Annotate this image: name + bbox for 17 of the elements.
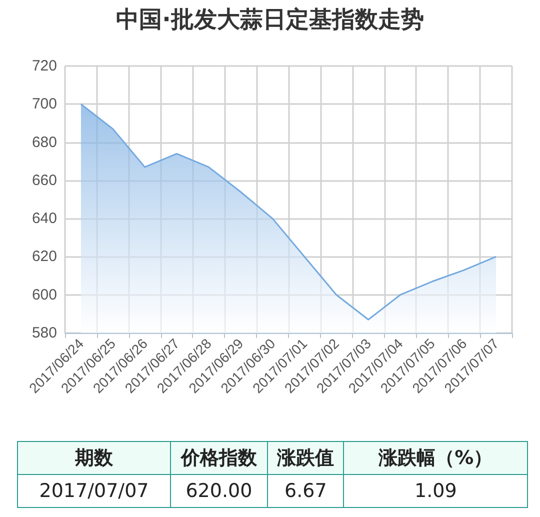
text: 涨跌幅（%）	[344, 442, 528, 474]
y-tick-label: 720	[32, 58, 57, 74]
y-tick-label: 580	[32, 324, 57, 342]
text: 价格指数	[170, 442, 268, 474]
y-tick-label: 700	[32, 96, 57, 113]
y-tick-label: 600	[32, 286, 57, 304]
text: 6.67	[267, 474, 344, 508]
text: 2017/07/07	[18, 474, 170, 508]
text: 620.00	[170, 474, 268, 508]
y-tick-label: 660	[32, 172, 57, 189]
y-tick-label: 680	[32, 134, 57, 151]
text: 涨跌值	[267, 442, 344, 474]
text: 期数	[18, 442, 170, 474]
y-tick-label: 640	[32, 210, 57, 228]
text: 1.09	[344, 474, 528, 508]
chart-title: 中国·批发大蒜日定基指数走势	[115, 6, 425, 35]
y-tick-label: 620	[32, 248, 57, 266]
